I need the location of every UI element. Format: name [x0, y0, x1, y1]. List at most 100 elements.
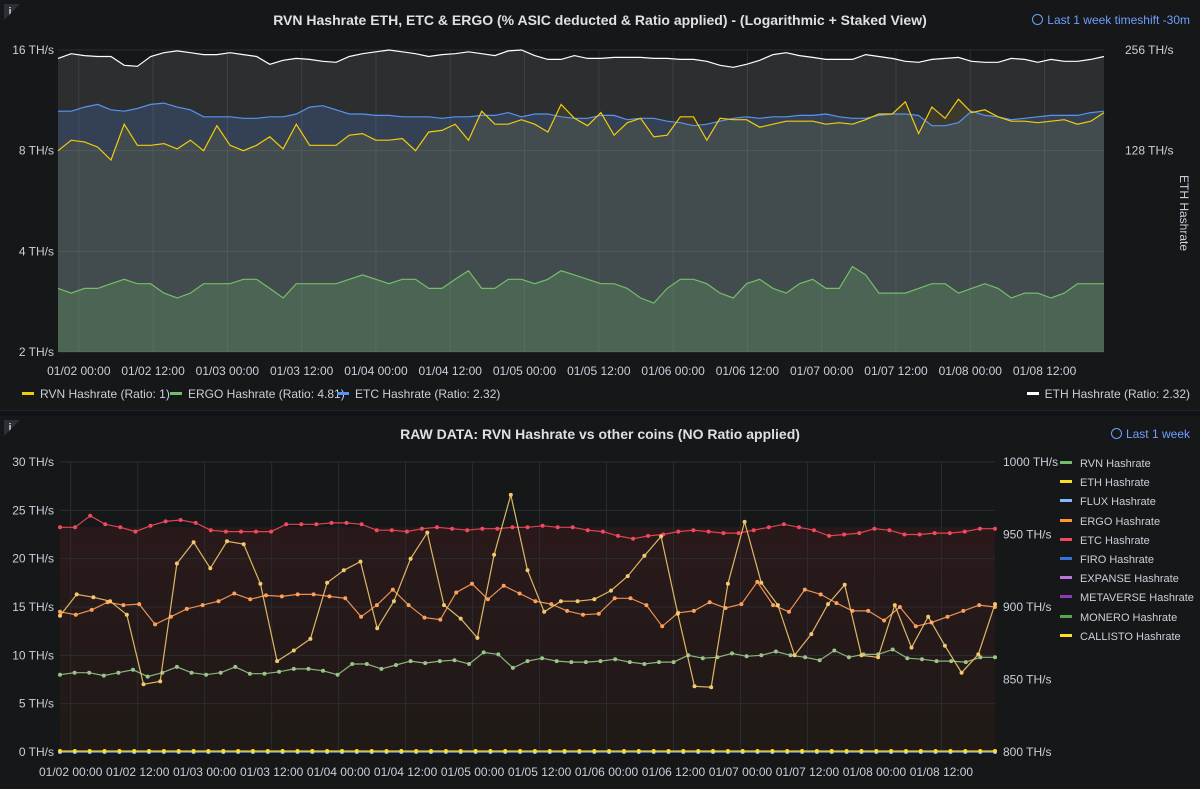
x-tick-label: 01/07 12:00 [776, 765, 840, 779]
x-tick-label: 01/07 12:00 [864, 364, 928, 378]
callisto-data-point [711, 749, 715, 753]
y-right-tick-label: 950 TH/s [1003, 528, 1051, 542]
callisto-data-point [577, 749, 582, 753]
legend-item[interactable]: CALLISTO Hashrate [1060, 631, 1194, 650]
legend-swatch [1060, 461, 1072, 464]
rvn-data-point [452, 658, 457, 663]
rvn-data-point [467, 662, 472, 666]
rvn-data-point [525, 659, 530, 664]
legend-item[interactable]: FIRO Hashrate [1060, 554, 1194, 573]
eth-data-point [759, 580, 764, 585]
eth-data-point [325, 580, 330, 585]
x-tick-label: 01/03 00:00 [196, 364, 260, 378]
ergo-data-point [485, 597, 490, 602]
ergo-data-point [596, 611, 601, 616]
legend-item[interactable]: RVN Hashrate [1060, 458, 1194, 477]
rvn-data-point [598, 659, 603, 664]
callisto-data-point [844, 749, 849, 753]
x-tick-label: 01/02 12:00 [121, 364, 185, 378]
ergo-data-point [501, 583, 506, 588]
legend-item[interactable]: ETH Hashrate (Ratio: 2.32) [1026, 387, 1190, 401]
x-tick-label: 01/05 12:00 [567, 364, 631, 378]
legend-label: ETH Hashrate [1080, 477, 1150, 490]
rvn-data-point [993, 655, 997, 660]
callisto-data-point [132, 749, 137, 753]
ergo-data-point [787, 609, 791, 614]
eth-data-point [341, 568, 346, 573]
x-tick-label: 01/04 00:00 [344, 364, 408, 378]
ergo-data-point [961, 608, 966, 613]
eth-data-point [642, 553, 647, 558]
callisto-data-point [221, 749, 226, 753]
legend-item[interactable]: MONERO Hashrate [1060, 612, 1194, 631]
raw-line-chart[interactable]: 0 TH/s 5 TH/s 10 TH/s 15 TH/s 20 TH/s 25 TH/s… [0, 416, 1200, 789]
eth-data-point [408, 556, 413, 561]
rvn-data-point [394, 663, 398, 667]
x-tick-label: 01/07 00:00 [709, 765, 773, 779]
callisto-data-point [473, 749, 478, 753]
rvn-data-point [671, 660, 676, 665]
time-range-label: Last 1 week [1125, 427, 1190, 441]
callisto-data-point [58, 749, 62, 753]
legend-item[interactable]: ERGO Hashrate [1060, 516, 1194, 535]
legend-item[interactable]: ETH Hashrate [1060, 477, 1194, 496]
rvn-data-point [949, 659, 954, 664]
etc-data-point [616, 533, 620, 538]
legend-item[interactable]: ETC Hashrate (Ratio: 2.32) [337, 387, 500, 401]
eth-data-point [892, 603, 897, 608]
callisto-data-point [933, 749, 938, 753]
eth-data-point [275, 659, 280, 664]
rvn-data-point [540, 656, 545, 661]
callisto-data-point [147, 749, 151, 753]
rvn-data-point [408, 659, 413, 664]
callisto-data-point [310, 749, 315, 753]
eth-data-point [108, 599, 113, 604]
legend-item[interactable]: FLUX Hashrate [1060, 496, 1194, 515]
stacked-area-chart[interactable]: 2 TH/s 4 TH/s 8 TH/s 16 TH/s 01/02 00:00 01/0… [0, 0, 1200, 380]
callisto-data-point [800, 749, 805, 753]
etc-data-point [450, 526, 455, 531]
legend-swatch [1060, 518, 1072, 522]
ergo-data-point [802, 587, 807, 592]
legend-swatch [1060, 576, 1072, 580]
y-tick-label: 20 TH/s [12, 552, 54, 566]
rvn-data-point [277, 669, 282, 674]
legend-swatch [1060, 480, 1072, 484]
etc-data-point [404, 529, 409, 534]
time-range-button[interactable]: Last 1 week [1110, 427, 1190, 441]
rvn-data-point [262, 671, 267, 676]
legend-item[interactable]: EXPANSE Hashrate [1060, 573, 1194, 592]
x-tick-label: 01/05 00:00 [441, 765, 505, 779]
rvn-data-point [846, 655, 851, 660]
eth-data-point [558, 599, 563, 604]
callisto-data-point [859, 749, 864, 753]
eth-data-point [74, 592, 79, 597]
y-tick-label: 10 TH/s [12, 648, 54, 662]
x-tick-label: 01/05 00:00 [493, 364, 557, 378]
etc-data-point [842, 532, 847, 537]
legend-item[interactable]: ETC Hashrate [1060, 535, 1194, 554]
time-range-button[interactable]: Last 1 week timeshift -30m [1032, 13, 1190, 27]
y-right-tick-label: 128 TH/s [1125, 144, 1173, 158]
ergo-series-line [57, 265, 1104, 304]
ergo-data-point [470, 581, 474, 586]
etc-data-point [857, 531, 862, 536]
y-tick-label: 5 TH/s [19, 697, 54, 711]
legend-swatch [1060, 633, 1072, 637]
legend-item[interactable]: RVN Hashrate (Ratio: 1) [22, 387, 170, 401]
callisto-data-point [176, 749, 181, 753]
etc-data-point [555, 525, 560, 530]
ergo-data-point [184, 606, 189, 611]
ergo-data-point [422, 615, 427, 620]
callisto-data-point [918, 749, 923, 753]
legend-item[interactable]: ERGO Hashrate (Ratio: 4.81) [170, 387, 345, 401]
ergo-data-point [121, 603, 126, 608]
rvn-data-point [174, 664, 179, 669]
rvn-data-point [978, 655, 983, 660]
legend-label: RVN Hashrate (Ratio: 1) [40, 387, 170, 401]
x-tick-label: 01/06 12:00 [716, 364, 780, 378]
callisto-data-point [384, 749, 389, 753]
rvn-data-point [87, 670, 92, 675]
etc-data-point [570, 525, 575, 530]
legend-item[interactable]: METAVERSE Hashrate [1060, 592, 1194, 611]
